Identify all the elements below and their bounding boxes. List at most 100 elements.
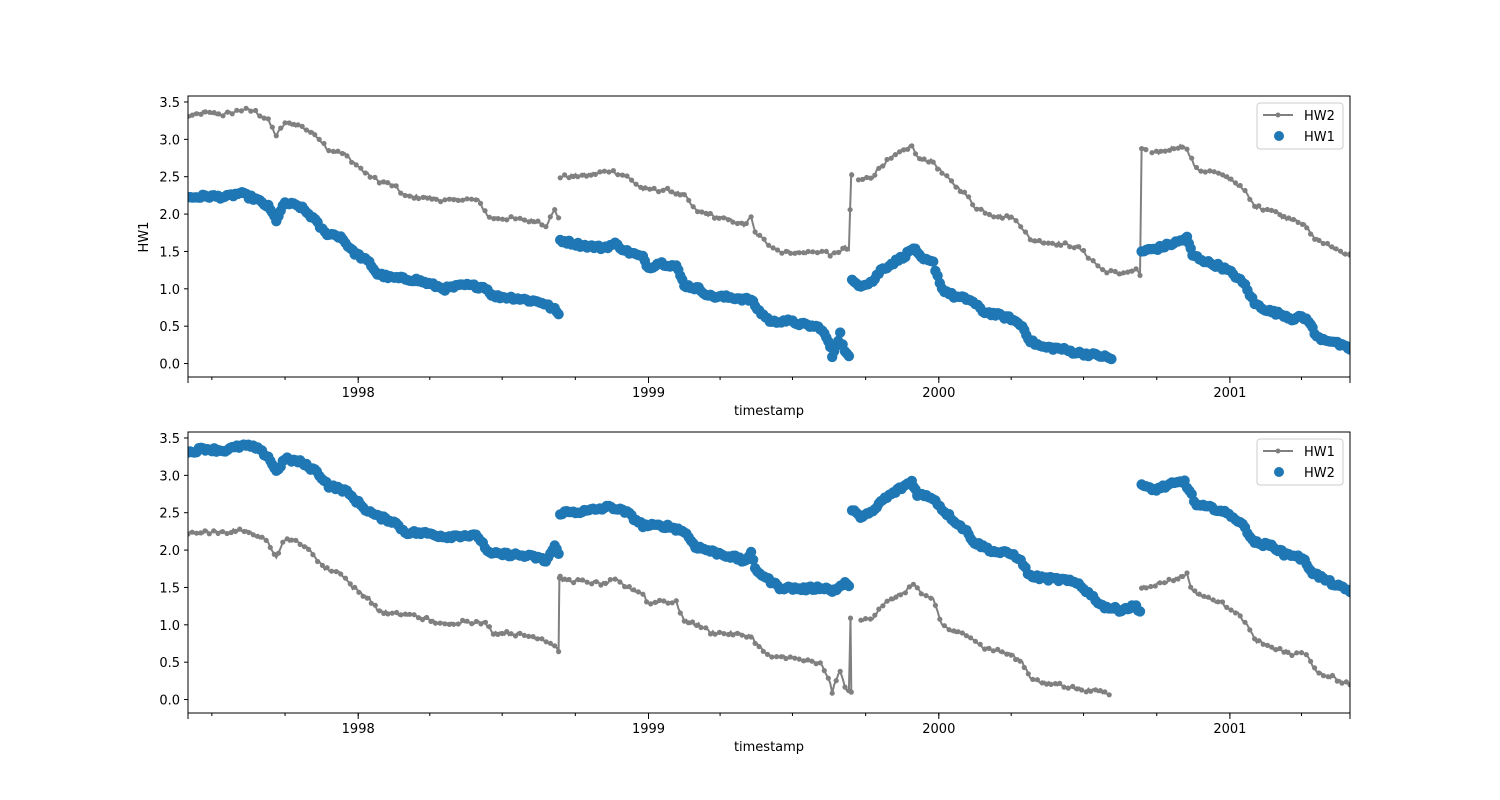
top-hw2-line-point [339, 150, 345, 157]
bottom-hw1-line-point [1025, 671, 1031, 677]
top-hw2-line-point [1018, 224, 1024, 230]
bottom-hw1-line-point [211, 528, 217, 534]
bottom-hw1-line-point [1289, 652, 1295, 659]
top-hw2-line-point [1104, 270, 1110, 276]
top-hw2-line-point [868, 175, 874, 181]
top-hw2-line-point [665, 185, 671, 191]
bottom-legend-scatter-marker [1274, 467, 1284, 477]
top-hw2-line-point [1252, 203, 1258, 209]
bottom-hw1-line-point [918, 591, 924, 597]
top-hw2-line-point [948, 178, 955, 184]
bottom-hw1-line-point [464, 618, 470, 624]
top-hw2-line-point [939, 170, 945, 176]
top-x-tick-label: 2001 [1213, 386, 1246, 401]
top-hw2-line-point [953, 184, 959, 190]
bottom-hw1-line-point [977, 641, 983, 647]
top-hw2-line-point [912, 151, 919, 157]
top-hw2-line-point [860, 176, 866, 182]
top-hw2-line-point [482, 208, 488, 214]
bottom-hw1-line-point [310, 552, 316, 558]
bottom-hw1-line-point [521, 632, 527, 639]
top-hw2-line-point [597, 169, 603, 175]
top-x-tick-label: 1999 [632, 386, 665, 401]
bottom-hw1-line-point [593, 579, 599, 585]
bottom-hw1-line-point [1152, 583, 1158, 589]
bottom-hw1-line-point [955, 629, 961, 635]
bottom-hw1-line-point [607, 577, 613, 583]
top-hw2-line-point [583, 173, 590, 179]
top-hw2-line-point [656, 189, 662, 195]
bottom-hw1-line-point [437, 620, 443, 626]
top-hw2-line-point [686, 197, 692, 203]
top-hw2-line-point [1112, 268, 1118, 275]
bottom-hw1-line-point [884, 598, 890, 604]
bottom-hw1-line-point [817, 660, 823, 666]
bottom-hw1-line-point [267, 544, 273, 551]
top-hw2-line-point [1045, 240, 1051, 246]
top-hw2-line-point [761, 236, 767, 242]
top-hw2-line-point [831, 250, 838, 256]
top-hw2-line-point [995, 214, 1001, 220]
bottom-hw2-marker [747, 554, 759, 565]
bottom-hw1-line-point [1294, 650, 1300, 656]
top-hw2-line-point [416, 195, 422, 202]
bottom-hw1-line-point [324, 565, 330, 571]
bottom-hw1-line-point [1139, 585, 1145, 591]
bottom-hw1-line-point [495, 631, 501, 638]
bottom-hw1-line-point [756, 644, 762, 650]
bottom-hw1-line-point [748, 634, 754, 640]
top-hw1-marker [843, 350, 855, 362]
bottom-hw1-line-point [986, 645, 992, 652]
top-hw2-line-point [508, 214, 514, 220]
bottom-hw1-line-point [1264, 642, 1271, 649]
bottom-y-tick-label: 1.5 [159, 581, 180, 596]
top-hw2-line-point [814, 250, 821, 256]
bottom-hw1-line-point [1210, 597, 1216, 603]
bottom-hw1-line-point [473, 618, 479, 625]
bottom-hw1-line-point [460, 617, 466, 624]
bottom-hw1-line-point [1201, 593, 1207, 599]
top-hw2-line-point [669, 189, 675, 195]
top-hw2-line-point [1049, 240, 1055, 246]
bottom-hw1-line-point [1232, 610, 1239, 616]
top-hw2-line-point [286, 120, 292, 126]
top-hw2-line-point [1211, 169, 1217, 175]
bottom-hw1-line-point [1161, 580, 1168, 586]
bottom-hw1-line-point [906, 584, 913, 590]
bottom-y-tick-label: 0.0 [159, 694, 180, 709]
top-hw2-line-point [796, 250, 802, 256]
bottom-hw1-line-point [275, 550, 282, 556]
top-hw2-line-point [926, 159, 932, 165]
bottom-hw1-line-point [744, 634, 750, 640]
bottom-hw1-line-point [246, 529, 252, 536]
bottom-x-axis-label: timestamp [734, 740, 804, 755]
top-x-ticks: 1998 1999 2000 2001 [187, 377, 1351, 401]
bottom-hw1-line-point [534, 636, 541, 642]
bottom-hw1-line-point [809, 658, 815, 664]
bottom-hw1-line-point [1269, 644, 1275, 650]
top-hw2-line-point [389, 183, 395, 189]
bottom-x-tick-label: 1999 [632, 722, 665, 737]
bottom-hw1-line-point [813, 661, 819, 667]
bottom-hw1-line-point [898, 592, 904, 598]
bottom-hw1-line-point [584, 579, 590, 585]
top-hw2-line-point [473, 197, 479, 203]
top-hw2-line-point [253, 107, 259, 114]
bottom-hw1-line-point [364, 595, 370, 601]
top-hw2-line-point [552, 207, 558, 213]
bottom-hw1-line-point [271, 551, 277, 557]
top-hw1-marker [835, 327, 846, 338]
top-hw2-line-point [316, 136, 322, 142]
top-hw2-line-point [896, 149, 903, 155]
bottom-hw1-line-point [1219, 599, 1226, 605]
top-hw2-line-point [1149, 150, 1155, 156]
top-hw2-line-point [844, 246, 850, 252]
top-hw2-line-point [1133, 266, 1139, 272]
bottom-hw1-line-point [512, 633, 519, 639]
bottom-hw1-line-point [689, 619, 696, 625]
bottom-hw1-line-point [301, 544, 307, 550]
bottom-hw1-line-point [424, 614, 430, 621]
bottom-hw1-line-point [657, 597, 663, 604]
top-hw2-line-point [1312, 236, 1318, 242]
